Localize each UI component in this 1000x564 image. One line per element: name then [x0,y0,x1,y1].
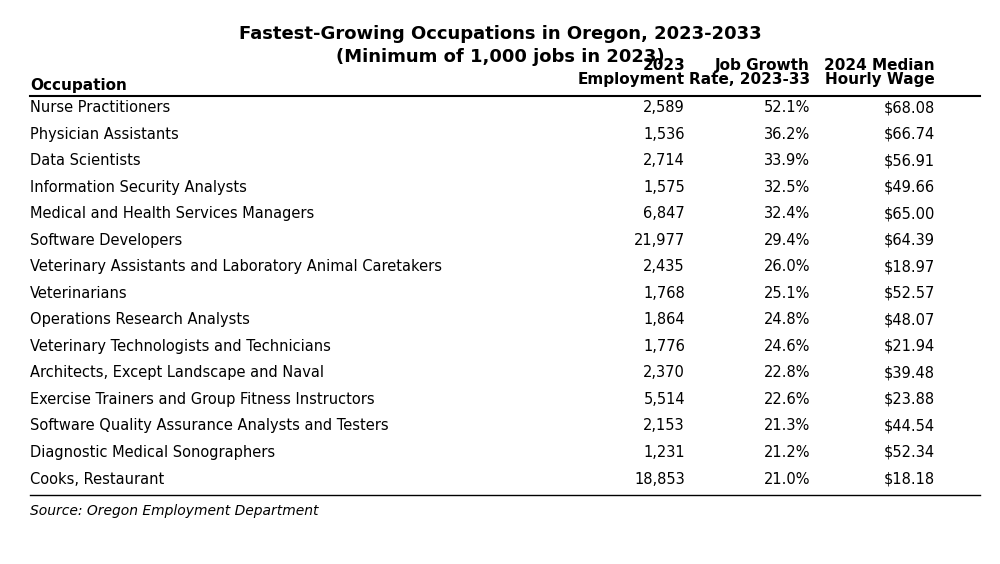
Text: 32.5%: 32.5% [764,180,810,195]
Text: Nurse Practitioners: Nurse Practitioners [30,100,170,116]
Text: $65.00: $65.00 [884,206,935,222]
Text: $49.66: $49.66 [884,180,935,195]
Text: Cooks, Restaurant: Cooks, Restaurant [30,472,164,487]
Text: 52.1%: 52.1% [764,100,810,116]
Text: $64.39: $64.39 [884,233,935,248]
Text: 21.2%: 21.2% [764,445,810,460]
Text: $18.97: $18.97 [884,259,935,275]
Text: Occupation: Occupation [30,78,127,93]
Text: $66.74: $66.74 [884,127,935,142]
Text: (Minimum of 1,000 jobs in 2023): (Minimum of 1,000 jobs in 2023) [336,48,664,66]
Text: $21.94: $21.94 [884,339,935,354]
Text: 1,768: 1,768 [643,286,685,301]
Text: 2,589: 2,589 [643,100,685,116]
Text: 2024 Median: 2024 Median [824,58,935,73]
Text: Veterinarians: Veterinarians [30,286,128,301]
Text: 2,435: 2,435 [643,259,685,275]
Text: 1,231: 1,231 [643,445,685,460]
Text: 6,847: 6,847 [643,206,685,222]
Text: 21.3%: 21.3% [764,418,810,434]
Text: 33.9%: 33.9% [764,153,810,169]
Text: $23.88: $23.88 [884,392,935,407]
Text: Operations Research Analysts: Operations Research Analysts [30,312,250,328]
Text: Software Developers: Software Developers [30,233,182,248]
Text: Fastest-Growing Occupations in Oregon, 2023-2033: Fastest-Growing Occupations in Oregon, 2… [239,25,761,43]
Text: Architects, Except Landscape and Naval: Architects, Except Landscape and Naval [30,365,324,381]
Text: Medical and Health Services Managers: Medical and Health Services Managers [30,206,314,222]
Text: 36.2%: 36.2% [764,127,810,142]
Text: $44.54: $44.54 [884,418,935,434]
Text: 1,575: 1,575 [643,180,685,195]
Text: Job Growth: Job Growth [715,58,810,73]
Text: $68.08: $68.08 [884,100,935,116]
Text: 21,977: 21,977 [634,233,685,248]
Text: 26.0%: 26.0% [764,259,810,275]
Text: 18,853: 18,853 [634,472,685,487]
Text: Rate, 2023-33: Rate, 2023-33 [689,72,810,87]
Text: 1,536: 1,536 [644,127,685,142]
Text: 5,514: 5,514 [643,392,685,407]
Text: $56.91: $56.91 [884,153,935,169]
Text: Employment: Employment [578,72,685,87]
Text: $39.48: $39.48 [884,365,935,381]
Text: 1,864: 1,864 [643,312,685,328]
Text: 24.6%: 24.6% [764,339,810,354]
Text: 25.1%: 25.1% [764,286,810,301]
Text: Information Security Analysts: Information Security Analysts [30,180,247,195]
Text: Data Scientists: Data Scientists [30,153,141,169]
Text: 2,714: 2,714 [643,153,685,169]
Text: $48.07: $48.07 [884,312,935,328]
Text: Source: Oregon Employment Department: Source: Oregon Employment Department [30,504,318,518]
Text: Diagnostic Medical Sonographers: Diagnostic Medical Sonographers [30,445,275,460]
Text: 22.8%: 22.8% [764,365,810,381]
Text: 2,153: 2,153 [643,418,685,434]
Text: Veterinary Technologists and Technicians: Veterinary Technologists and Technicians [30,339,331,354]
Text: $52.34: $52.34 [884,445,935,460]
Text: Exercise Trainers and Group Fitness Instructors: Exercise Trainers and Group Fitness Inst… [30,392,375,407]
Text: $52.57: $52.57 [884,286,935,301]
Text: 2,370: 2,370 [643,365,685,381]
Text: 22.6%: 22.6% [764,392,810,407]
Text: 21.0%: 21.0% [764,472,810,487]
Text: 24.8%: 24.8% [764,312,810,328]
Text: $18.18: $18.18 [884,472,935,487]
Text: Veterinary Assistants and Laboratory Animal Caretakers: Veterinary Assistants and Laboratory Ani… [30,259,442,275]
Text: 1,776: 1,776 [643,339,685,354]
Text: Software Quality Assurance Analysts and Testers: Software Quality Assurance Analysts and … [30,418,389,434]
Text: 29.4%: 29.4% [764,233,810,248]
Text: Physician Assistants: Physician Assistants [30,127,179,142]
Text: Hourly Wage: Hourly Wage [825,72,935,87]
Text: 2023: 2023 [642,58,685,73]
Text: 32.4%: 32.4% [764,206,810,222]
